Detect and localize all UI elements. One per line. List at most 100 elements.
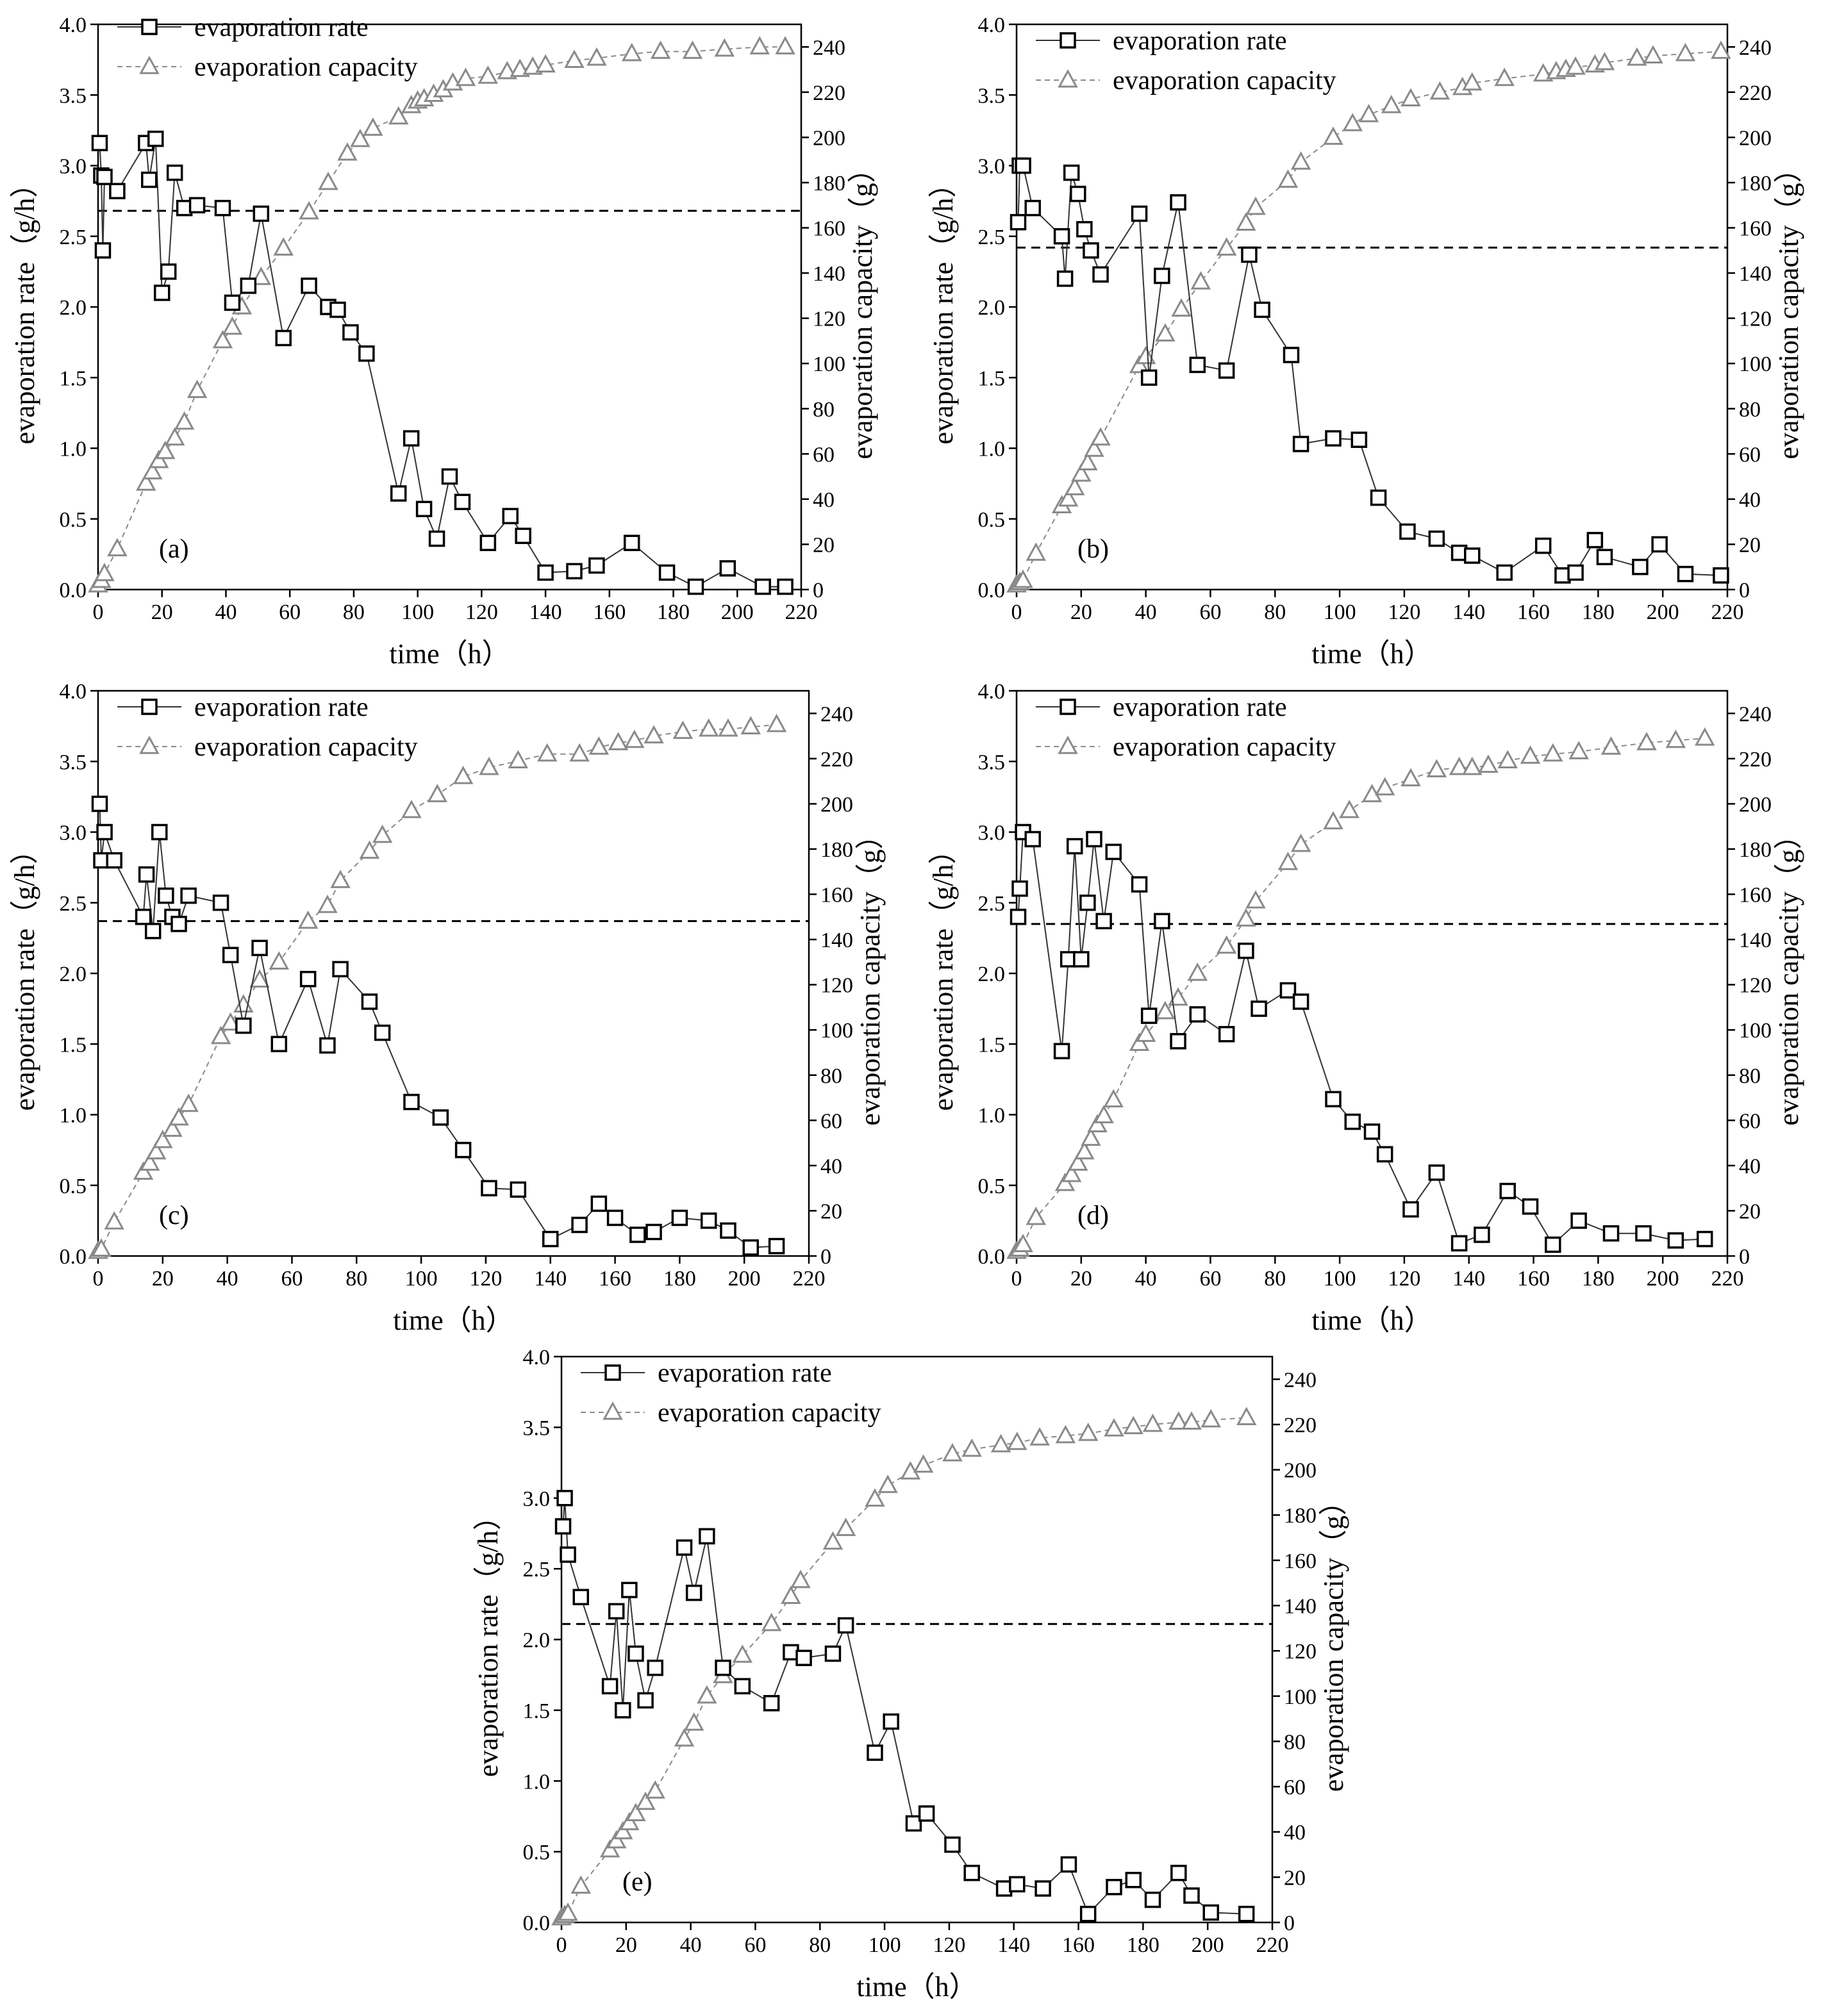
- y2-tick-label: 240: [1284, 1368, 1317, 1392]
- capacity-point: [1675, 42, 1696, 62]
- capacity-point: [1104, 1417, 1124, 1437]
- capacity-point: [455, 67, 476, 87]
- x-tick-label: 140: [997, 1933, 1030, 1957]
- chart-panel-5: 0 20 40 60 80 100 120 140 160 180 200 2200.00.51.01…: [472, 1346, 1349, 2003]
- capacity-point: [1401, 88, 1421, 107]
- rate-point: [432, 1109, 449, 1126]
- capacity-point: [1594, 51, 1615, 70]
- x-tick-label: 60: [1199, 600, 1221, 624]
- rate-point: [1009, 1876, 1026, 1893]
- legend-rate-marker: [1060, 698, 1076, 715]
- rate-point: [1570, 1212, 1587, 1229]
- x-tick-label: 140: [529, 600, 562, 624]
- capacity-point: [1636, 732, 1657, 750]
- rate-point: [1011, 880, 1028, 897]
- rate-point: [1079, 895, 1096, 911]
- capacity-point: [718, 718, 738, 737]
- y2-tick-label: 180: [1739, 172, 1772, 195]
- rate-point: [240, 277, 257, 294]
- rate-point: [615, 1702, 631, 1719]
- capacity-point: [1129, 354, 1150, 374]
- rate-point: [944, 1836, 961, 1853]
- y2-tick-label: 100: [813, 352, 845, 376]
- y2-tick-label: 180: [1284, 1504, 1317, 1528]
- y-tick-label: 2.0: [523, 1629, 551, 1653]
- capacity-point: [1168, 1411, 1189, 1430]
- y-tick-label: 3.0: [978, 155, 1006, 179]
- rate-point: [601, 1678, 619, 1695]
- y2-tick-label: 20: [1739, 533, 1761, 557]
- y2-tick-label: 160: [820, 884, 853, 907]
- capacity-point: [269, 951, 290, 970]
- rate-point: [658, 564, 676, 581]
- x-tick-label: 160: [1517, 600, 1550, 624]
- capacity-point: [865, 1488, 885, 1507]
- y2-tick-label: 80: [1739, 398, 1761, 422]
- capacity-point: [650, 40, 671, 59]
- y-tick-label: 0.0: [523, 1912, 551, 1935]
- y2-tick-label: 40: [1739, 1155, 1761, 1178]
- y2-tick-label: 100: [1284, 1685, 1317, 1709]
- capacity-point: [569, 743, 590, 762]
- legend-capacity-label: evaporation capacity: [194, 732, 418, 762]
- legend-rate-marker: [141, 698, 158, 715]
- capacity-point: [1071, 463, 1092, 482]
- rate-point: [1567, 564, 1584, 581]
- rate-point: [571, 1216, 588, 1234]
- rate-point: [1024, 199, 1041, 217]
- y-tick-label: 4.0: [60, 13, 87, 37]
- rate-point: [1283, 347, 1300, 363]
- capacity-point: [1074, 1141, 1095, 1160]
- y-tick-label: 0.0: [60, 1245, 87, 1269]
- rate-point: [170, 916, 187, 932]
- capacity-point: [1711, 40, 1731, 59]
- x-tick-label: 80: [343, 600, 365, 624]
- rate-point: [1106, 1879, 1122, 1896]
- capacity-point: [145, 1141, 167, 1160]
- rate-point: [647, 1659, 663, 1676]
- rate-series-line: [562, 1498, 1247, 1915]
- y2-axis-title: evaporation capacity（g）: [1773, 154, 1804, 459]
- capacity-point: [388, 106, 409, 125]
- x-tick-label: 60: [1199, 1267, 1221, 1291]
- capacity-point: [1103, 1089, 1124, 1108]
- rate-point: [138, 866, 155, 883]
- capacity-point: [1358, 104, 1379, 122]
- capacity-point: [1058, 488, 1079, 507]
- x-tick-label: 0: [93, 1267, 104, 1291]
- rate-point: [1238, 1906, 1255, 1922]
- rate-point: [1292, 993, 1309, 1010]
- rate-point: [1202, 1904, 1219, 1921]
- rate-point: [1053, 1043, 1070, 1060]
- x-tick-label: 140: [534, 1267, 567, 1291]
- legend-rate-marker: [604, 1364, 621, 1381]
- capacity-point: [1323, 126, 1343, 145]
- rate-point: [566, 563, 583, 580]
- x-tick-label: 200: [721, 600, 754, 624]
- capacity-point: [635, 1791, 656, 1810]
- rate-point: [390, 485, 407, 502]
- rate-point: [1241, 246, 1258, 263]
- rate-point: [403, 430, 420, 447]
- y-axis-title: evaporation rate（g/h）: [9, 836, 40, 1111]
- rate-point: [1545, 1236, 1561, 1253]
- rate-point: [135, 909, 152, 925]
- x-tick-label: 200: [728, 1267, 761, 1291]
- x-tick-label: 120: [933, 1933, 965, 1957]
- x-tick-label: 200: [1192, 1933, 1224, 1957]
- rate-point: [720, 1222, 736, 1239]
- legend-capacity-marker: [1058, 735, 1078, 754]
- rate-point: [687, 578, 704, 595]
- x-tick-label: 40: [680, 1933, 702, 1957]
- rate-point: [685, 1584, 702, 1601]
- rate-point: [795, 1649, 812, 1666]
- y2-tick-label: 100: [1739, 352, 1772, 376]
- rate-point: [1170, 194, 1186, 211]
- rate-point: [1218, 1026, 1235, 1043]
- capacity-point: [249, 969, 270, 988]
- capacity-point: [1064, 477, 1085, 495]
- y2-tick-label: 60: [1739, 1109, 1761, 1133]
- rate-point: [151, 823, 168, 841]
- capacity-point: [359, 840, 380, 859]
- rate-point: [754, 578, 771, 595]
